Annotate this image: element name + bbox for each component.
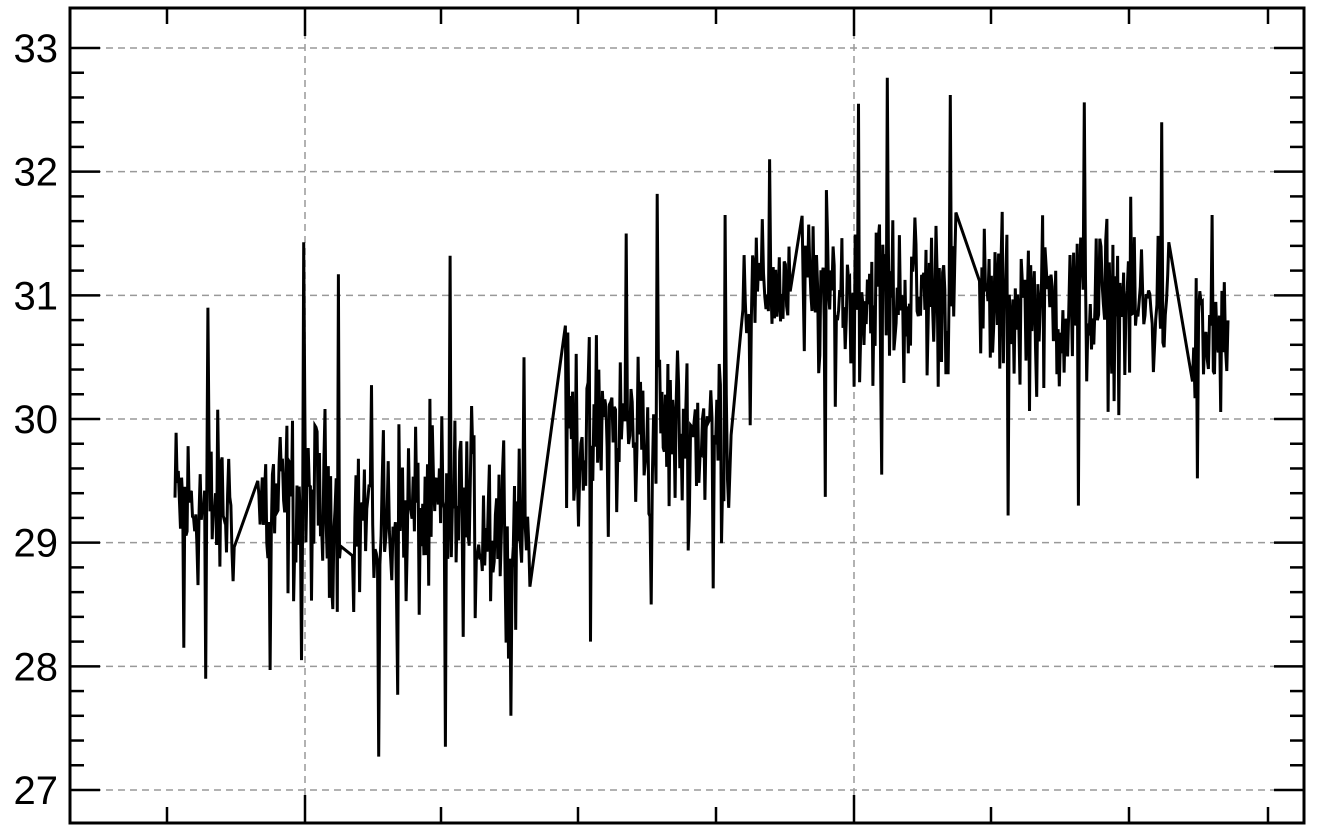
series-line-0	[173, 77, 1230, 757]
y-tick-label: 33	[14, 27, 59, 71]
y-tick-label: 30	[14, 398, 59, 442]
y-tick-label: 29	[14, 522, 59, 566]
y-tick-label: 31	[14, 274, 59, 318]
axis-ticks	[70, 8, 1304, 823]
series-layer	[173, 77, 1230, 757]
y-axis-tick-labels: 27 28 29 30 31 32 33	[14, 27, 59, 813]
y-tick-label: 32	[14, 151, 59, 195]
plot-frame	[68, 6, 1306, 825]
plot-border	[68, 6, 1306, 825]
y-tick-label: 28	[14, 645, 59, 689]
y-tick-label: 27	[14, 769, 59, 813]
